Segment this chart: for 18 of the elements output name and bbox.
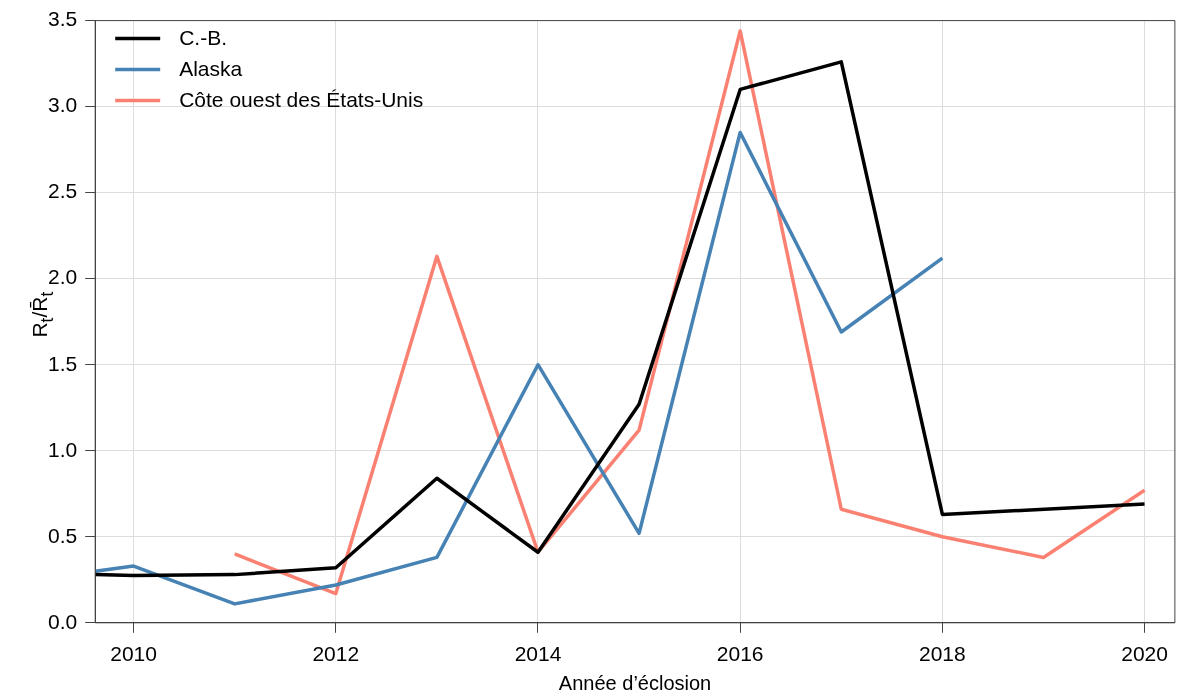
x-tick-label: 2018 [919,642,966,666]
y-tick-label: 0.0 [47,609,78,633]
y-tick-label: 3.5 [47,7,78,31]
x-axis-title: Année d’éclosion [558,671,712,694]
y-tick-label: 0.5 [47,523,78,547]
x-tick-label: 2010 [110,642,157,666]
legend-label: Côte ouest des États-Unis [179,88,424,112]
x-tick-label: 2012 [312,642,360,666]
legend-label: Alaska [179,57,243,81]
x-tick-label: 2014 [514,642,562,666]
x-tick-label: 2020 [1121,642,1168,666]
y-tick-label: 2.5 [47,179,78,203]
y-tick-label: 1.5 [47,351,78,375]
y-tick-label: 2.0 [47,265,78,289]
legend-label: C.-B. [179,26,228,50]
x-tick-label: 2016 [716,642,764,666]
y-tick-label: 1.0 [47,437,78,461]
y-tick-label: 3.0 [47,93,78,117]
